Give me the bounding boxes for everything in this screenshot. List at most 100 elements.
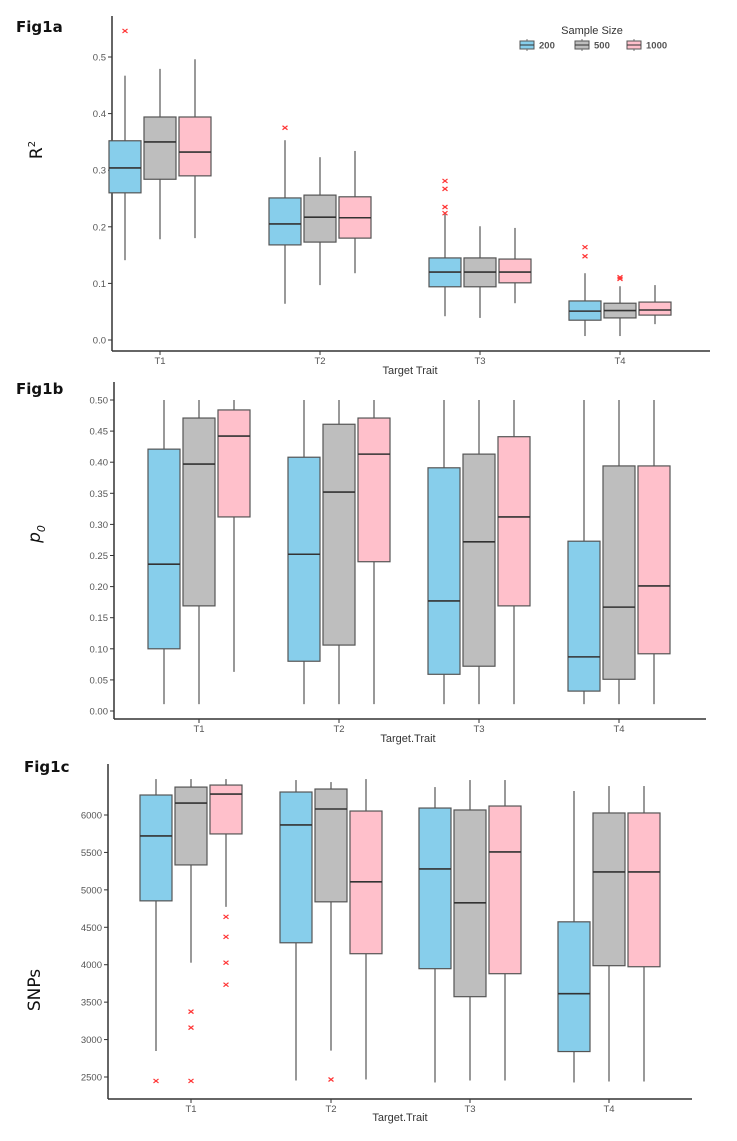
outlier-point	[617, 274, 623, 280]
y-tick-label: 2500	[81, 1073, 102, 1084]
y-tick-label: 0.00	[90, 707, 109, 718]
box-t2-500	[303, 157, 337, 286]
box-t3-1000	[497, 400, 531, 705]
panel-label: Fig1b	[16, 380, 64, 398]
box-t2-1000	[357, 400, 391, 705]
panel-label: Fig1a	[16, 18, 63, 36]
y-tick-label: 4500	[81, 923, 102, 934]
outlier-stroke	[582, 244, 588, 250]
legend-entry-500: 500	[574, 39, 610, 52]
y-tick-label: 3000	[81, 1035, 102, 1046]
box-iqr	[268, 197, 302, 246]
x-axis-title: Target Trait	[382, 365, 437, 377]
x-tick-label: T3	[473, 724, 484, 735]
box-iqr	[279, 791, 313, 944]
box-iqr	[143, 116, 177, 180]
outlier-point	[223, 914, 229, 920]
outlier-point	[223, 934, 229, 940]
box-t4-1000	[638, 285, 672, 325]
legend-entry-1000: 1000	[626, 39, 667, 52]
box-iqr	[287, 456, 321, 662]
box-t1-500	[143, 68, 177, 240]
box-t2-500	[314, 782, 348, 1082]
box-t2-200	[287, 400, 321, 705]
outlier-point	[223, 982, 229, 988]
x-tick-label: T4	[603, 1104, 614, 1115]
outlier-point	[122, 28, 128, 34]
box-t3-500	[463, 226, 497, 318]
outlier-point	[282, 125, 288, 131]
outlier-stroke	[328, 1077, 334, 1082]
outlier-stroke	[582, 253, 588, 259]
legend-title: Sample Size	[561, 25, 623, 37]
box-iqr	[314, 788, 348, 903]
box-t3-500	[453, 780, 487, 1081]
box-t3-200	[418, 787, 452, 1083]
x-tick-label: T3	[474, 356, 485, 367]
box-t4-200	[557, 791, 591, 1083]
box-t4-1000	[637, 400, 671, 705]
y-tick-label: 6000	[81, 811, 102, 822]
box-t3-200	[428, 178, 462, 317]
outlier-point	[442, 186, 448, 192]
outlier-stroke	[442, 210, 448, 216]
x-tick-label: T1	[154, 356, 165, 367]
outlier-stroke	[617, 276, 623, 282]
box-t1-1000	[178, 59, 212, 239]
box-t3-200	[427, 400, 461, 705]
box-t4-500	[603, 274, 637, 337]
y-tick-label: 0.30	[90, 520, 109, 531]
outlier-point	[582, 244, 588, 250]
box-t1-500	[182, 400, 216, 705]
outlier-point	[442, 204, 448, 210]
legend-label: 200	[539, 41, 555, 52]
box-iqr	[217, 409, 251, 518]
box-iqr	[182, 417, 216, 607]
box-t2-200	[279, 780, 313, 1081]
box-t4-200	[568, 244, 602, 337]
box-t1-1000	[209, 779, 243, 988]
box-iqr	[147, 448, 181, 650]
panel-fig1c: Fig1c 2500 3000 3500 4000 4500 5000 5500 6000 T1 T…	[24, 758, 692, 1124]
box-t1-200	[147, 400, 181, 705]
box-t3-500	[462, 400, 496, 705]
y-tick-label: 0.35	[90, 489, 109, 500]
box-iqr	[627, 812, 661, 968]
outlier-stroke	[442, 178, 448, 184]
x-axis-title: Target.Trait	[372, 1112, 427, 1124]
box-iqr	[108, 140, 142, 194]
y-tick-label: 0.50	[90, 396, 109, 407]
box-iqr	[498, 258, 532, 284]
box-iqr	[139, 794, 173, 902]
x-tick-label: T3	[464, 1104, 475, 1115]
outlier-stroke	[223, 934, 229, 940]
y-tick-label: 3500	[81, 998, 102, 1009]
outlier-stroke	[188, 1078, 194, 1084]
outlier-stroke	[442, 186, 448, 192]
y-tick-label: 0.0	[93, 336, 106, 347]
x-tick-label: T2	[325, 1104, 336, 1115]
y-axis-title-superscript: 2	[27, 141, 38, 147]
y-tick-label: 0.3	[93, 166, 106, 177]
box-iqr	[174, 786, 208, 866]
outlier-point	[188, 1078, 194, 1084]
x-tick-label: T2	[333, 724, 344, 735]
x-tick-label: T2	[314, 356, 325, 367]
x-tick-label: T1	[193, 724, 204, 735]
y-tick-label: 5500	[81, 848, 102, 859]
box-t3-1000	[488, 780, 522, 1081]
legend-label: 500	[594, 41, 610, 52]
box-t2-500	[322, 400, 356, 705]
outlier-point	[582, 253, 588, 259]
legend-entry-200: 200	[519, 39, 555, 52]
outlier-stroke	[223, 982, 229, 988]
box-t2-1000	[349, 779, 383, 1080]
legend-label: 1000	[646, 41, 667, 52]
y-tick-label: 0.1	[93, 279, 106, 290]
outlier-stroke	[153, 1078, 159, 1084]
box-iqr	[557, 921, 591, 1053]
outlier-stroke	[223, 914, 229, 920]
outlier-stroke	[282, 125, 288, 131]
box-t2-1000	[338, 150, 372, 274]
box-t1-200	[108, 28, 142, 261]
